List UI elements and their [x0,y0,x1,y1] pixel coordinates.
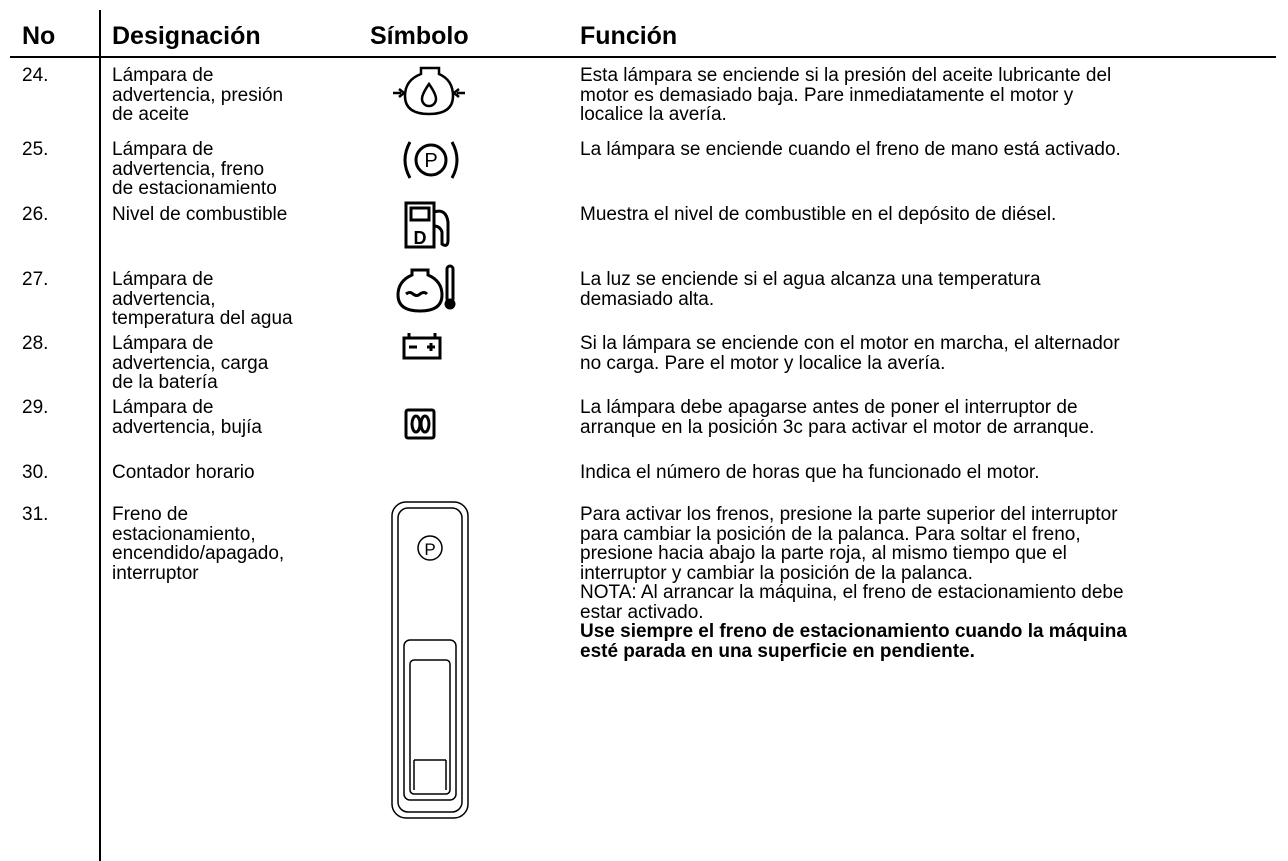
function: NOTA: Al arrancar la máquina, el freno d… [580,582,1124,603]
designation: Freno de [112,504,189,525]
designation: Lámpara de [112,65,214,86]
function: La lámpara se enciende cuando el freno d… [580,139,1121,160]
designation: advertencia, [112,288,216,310]
column-header: No [22,22,56,50]
designation: encendido/apagado, [112,543,285,564]
designation: de estacionamiento [112,178,277,199]
function: Si la lámpara se enciende con el motor e… [580,333,1120,354]
function: demasiado alta. [580,288,715,310]
function-warning: esté parada en una superficie en pendien… [580,640,975,662]
designation: de la batería [112,372,218,393]
parking-brake-icon: P [403,141,459,179]
function-warning: Use siempre el freno de estacionamiento … [580,621,1127,642]
svg-text:D: D [414,228,427,248]
designation: advertencia, presión [112,84,284,106]
designation: estacionamiento, [112,523,256,545]
designation: temperatura del agua [112,308,293,329]
function: Muestra el nivel de combustible en el de… [580,204,1057,225]
designation: interruptor [112,562,199,584]
column-header: Símbolo [370,22,469,50]
designation: advertencia, carga [112,352,269,374]
function: interruptor y cambiar la posición de la … [580,562,973,584]
oil-pressure-icon [393,66,465,116]
designation: Contador horario [112,462,255,483]
designation: Lámpara de [112,139,214,160]
row-number: 31. [22,504,49,525]
designation: Lámpara de [112,333,214,354]
function: localice la avería. [580,104,727,125]
function: Indica el número de horas que ha funcion… [580,462,1040,483]
svg-text:P: P [424,540,435,559]
function: Para activar los frenos, presione la par… [580,504,1118,525]
water-temp-icon [396,264,456,313]
row-number: 28. [22,333,49,354]
function: arranque en la posición 3c para activar … [580,416,1095,438]
function: motor es demasiado baja. Pare inmediatam… [580,84,1074,106]
row-number: 27. [22,269,49,290]
function: estar activado. [580,601,704,623]
designation: de aceite [112,104,190,125]
fuel-icon: D [404,201,450,249]
designation: advertencia, freno [112,158,265,180]
brake-switch-icon: P [391,501,469,819]
function: para cambiar la posición de la palanca. … [580,523,1081,545]
function: no carga. Pare el motor y localice la av… [580,352,946,374]
row-number: 29. [22,397,49,418]
svg-text:P: P [424,150,437,172]
designation: Lámpara de [112,269,214,290]
function: presione hacia abajo la parte roja, al m… [580,543,1067,564]
designation: Lámpara de [112,397,214,418]
row-number: 24. [22,65,49,86]
function: La luz se enciende si el agua alcanza un… [580,269,1041,290]
row-number: 26. [22,204,49,225]
column-header: Designación [112,22,261,50]
designation: Nivel de combustible [112,204,288,225]
function: Esta lámpara se enciende si la presión d… [580,65,1112,86]
glow-plug-icon [404,408,436,440]
row-number: 25. [22,139,49,160]
row-number: 30. [22,462,49,483]
column-header: Función [580,22,678,50]
function: La lámpara debe apagarse antes de poner … [580,397,1078,418]
designation: advertencia, bujía [112,416,262,438]
battery-icon [402,333,442,360]
